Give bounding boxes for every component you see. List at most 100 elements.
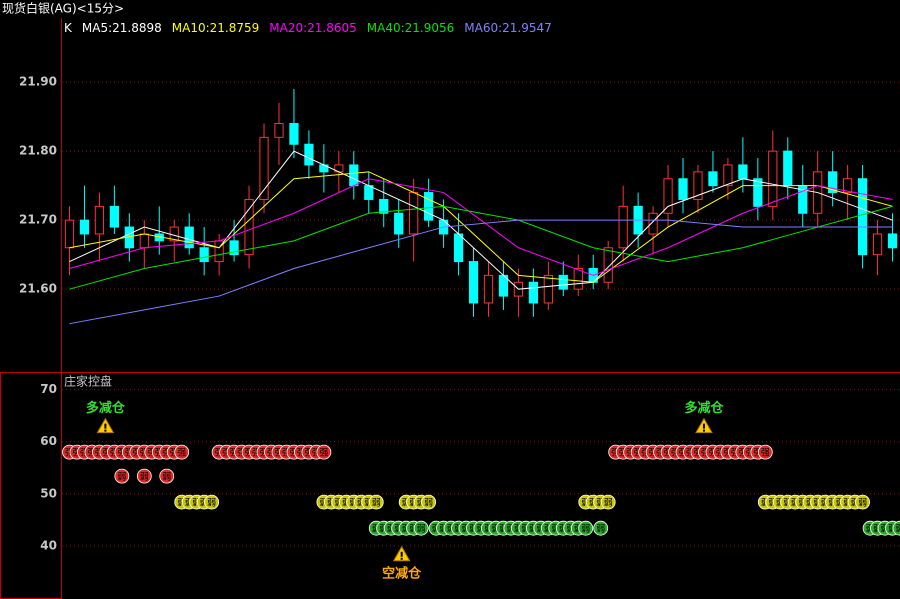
signal-label: 弱 xyxy=(581,524,590,535)
signal-label: 弱 xyxy=(357,498,366,509)
signal-label: 弱 xyxy=(417,498,426,509)
signal-label: 弱 xyxy=(379,524,388,535)
warning-dot xyxy=(400,557,403,560)
signal-label: 弱 xyxy=(334,498,343,509)
signal-dot xyxy=(757,444,773,460)
candle-body xyxy=(349,164,359,187)
candle-body xyxy=(828,171,838,194)
signal-label: 弱 xyxy=(514,524,523,535)
signal-label: 弱 xyxy=(858,498,867,509)
signal-label: 弱 xyxy=(596,524,605,535)
signal-label: 强 xyxy=(72,448,81,459)
signal-label: 弱 xyxy=(881,524,890,535)
candle-body xyxy=(887,233,898,249)
signal-label: 弱 xyxy=(402,524,411,535)
signal-dot xyxy=(855,494,870,510)
signal-label: 强 xyxy=(304,448,313,459)
signal-label: 强 xyxy=(274,448,283,459)
ma-line xyxy=(69,178,893,276)
signal-label: 强 xyxy=(626,448,635,459)
signal-label: 强 xyxy=(708,448,717,459)
candle-body xyxy=(678,178,688,200)
signal-label: 弱 xyxy=(521,524,530,535)
signal-label: 强 xyxy=(289,448,298,459)
signal-label: 弱 xyxy=(506,524,515,535)
signal-label: 弱 xyxy=(559,524,568,535)
legend-entry: MA40:21.9056 xyxy=(367,21,455,35)
signal-label: 强 xyxy=(693,448,702,459)
signal-label: 强 xyxy=(230,448,239,459)
y-tick-label: 40 xyxy=(40,538,57,552)
signal-label: 弱 xyxy=(432,524,441,535)
warning-mark xyxy=(400,551,403,557)
signal-label: 弱 xyxy=(536,524,545,535)
signal-label: 弱 xyxy=(349,498,358,509)
signal-label: 弱 xyxy=(529,524,538,535)
signal-label: 强 xyxy=(80,448,89,459)
candle-body xyxy=(857,178,868,256)
signal-label: 弱 xyxy=(439,524,448,535)
legend-entry: MA60:21.9547 xyxy=(464,21,552,35)
signal-dot xyxy=(421,494,437,510)
candle-body xyxy=(94,205,105,235)
signal-label: 强 xyxy=(686,448,695,459)
candle-body xyxy=(364,185,374,200)
signal-label: 强 xyxy=(671,448,680,459)
signal-dot xyxy=(892,520,900,536)
candle-body xyxy=(483,274,494,304)
signal-label: 强 xyxy=(215,448,224,459)
signal-label: 弱 xyxy=(342,498,351,509)
candle-body xyxy=(663,178,673,214)
ma-line xyxy=(69,171,893,283)
signal-label: 弱 xyxy=(589,498,598,509)
signal-label: 弱 xyxy=(895,524,900,535)
legend-entry: MA20:21.8605 xyxy=(269,21,357,35)
candle-body xyxy=(753,178,763,207)
signal-label: 强 xyxy=(746,448,755,459)
signal-dot xyxy=(593,520,609,536)
signal-label: 强 xyxy=(222,448,231,459)
y-tick-label: 60 xyxy=(40,434,57,448)
signal-label: 强 xyxy=(132,448,141,459)
candle-body xyxy=(79,219,90,235)
candle-body xyxy=(379,198,389,214)
signal-label: 弱 xyxy=(319,498,328,509)
signal-label: 弱 xyxy=(821,498,830,509)
candle-body xyxy=(259,136,269,200)
legend-entry: MA10:21.8759 xyxy=(172,21,260,35)
candle-body xyxy=(139,233,149,249)
signal-label: 弱 xyxy=(409,498,418,509)
signal-label: 弱 xyxy=(761,498,770,509)
signal-dot xyxy=(114,468,130,484)
signal-label: 强 xyxy=(753,448,762,459)
candle-body xyxy=(528,281,538,304)
signal-label: 强 xyxy=(177,448,186,459)
signal-dot xyxy=(368,494,384,510)
signal-label: 强 xyxy=(761,448,770,459)
signal-label: 强 xyxy=(237,448,246,459)
annotation-label: 空减仓 xyxy=(382,565,422,581)
signal-label: 强 xyxy=(664,448,673,459)
signal-label: 强 xyxy=(245,448,254,459)
candle-body xyxy=(723,164,733,187)
candle-body xyxy=(603,247,613,283)
candle-body xyxy=(618,205,628,249)
page-title: 现货白银(AG)<15分> xyxy=(2,1,124,16)
ma-line xyxy=(69,205,893,290)
candle-body xyxy=(843,178,853,194)
signal-label: 弱 xyxy=(768,498,777,509)
candle-body xyxy=(244,198,254,256)
signal-label: 弱 xyxy=(828,498,837,509)
signal-label: 弱 xyxy=(798,498,807,509)
signal-label: 强 xyxy=(282,448,291,459)
signal-label: 强 xyxy=(140,448,149,459)
signal-label: 弱 xyxy=(544,524,553,535)
signal-dot xyxy=(136,468,152,484)
signal-label: 强 xyxy=(619,448,628,459)
signal-label: 弱 xyxy=(454,524,463,535)
signal-label: 弱 xyxy=(207,498,216,509)
signal-label: 强 xyxy=(656,448,665,459)
annotation-label: 多减仓 xyxy=(86,400,126,416)
